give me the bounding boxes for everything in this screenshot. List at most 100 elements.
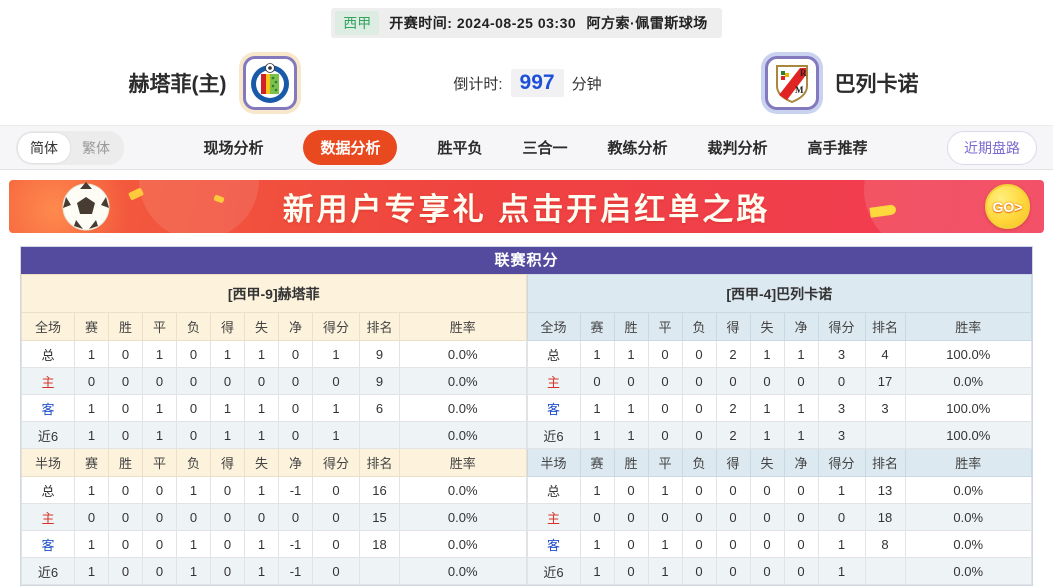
column-header: 得分 bbox=[817, 448, 866, 477]
stat-cell: 18 bbox=[864, 503, 906, 531]
column-header: 胜率 bbox=[904, 448, 1032, 477]
stat-cell: 0 bbox=[108, 367, 143, 395]
lang-option-1[interactable]: 简体 bbox=[18, 132, 70, 163]
column-header: 平 bbox=[647, 312, 683, 341]
section-label: 全场 bbox=[21, 312, 75, 341]
stat-cell: 1 bbox=[613, 394, 649, 422]
column-header: 得 bbox=[210, 312, 245, 341]
kickoff-label: 开赛时间: bbox=[389, 15, 453, 31]
column-header: 赛 bbox=[579, 312, 615, 341]
go-button-label: GO> bbox=[992, 198, 1023, 215]
column-header: 净 bbox=[278, 312, 313, 341]
stat-cell: 1 bbox=[579, 476, 615, 504]
stat-cell: 1 bbox=[783, 421, 819, 449]
stat-cell: 0 bbox=[681, 421, 717, 449]
nav-tab-1[interactable]: 现场分析 bbox=[203, 131, 263, 164]
row-label: 客 bbox=[526, 394, 581, 422]
match-header: 西甲 开赛时间: 2024-08-25 03:30 阿方索·佩雷斯球场 赫塔菲(… bbox=[0, 0, 1053, 125]
recent-trend-button[interactable]: 近期盘路 bbox=[947, 130, 1037, 165]
row-label: 近6 bbox=[21, 557, 75, 585]
stat-cell: 0 bbox=[783, 476, 819, 504]
column-header: 平 bbox=[142, 312, 177, 341]
stat-cell: 0 bbox=[278, 367, 313, 395]
stat-cell: 1 bbox=[749, 394, 785, 422]
stat-cell: 0 bbox=[681, 340, 717, 368]
stat-cell: 0 bbox=[176, 367, 211, 395]
stat-cell: 1 bbox=[647, 557, 683, 585]
venue: 阿方索·佩雷斯球场 bbox=[586, 15, 708, 31]
stat-cell: 0 bbox=[715, 530, 751, 558]
home-stats-table: [西甲-9]赫塔菲 全场赛胜平负得失净得分 排名 胜率总 1 0 1 0 1 1 0 1 9 0.0% 主 0… bbox=[21, 274, 527, 585]
stat-cell: 0 bbox=[817, 367, 866, 395]
stat-cell: 0 bbox=[783, 503, 819, 531]
column-header: 排名 bbox=[864, 448, 906, 477]
countdown-unit: 分钟 bbox=[571, 75, 602, 93]
svg-text:M: M bbox=[795, 85, 804, 95]
stat-cell: 0 bbox=[681, 476, 717, 504]
countdown: 倒计时: 997 分钟 bbox=[453, 69, 602, 97]
stat-cell: 1 bbox=[244, 557, 279, 585]
stat-cell: 0 bbox=[142, 476, 177, 504]
stat-cell: 0.0% bbox=[399, 421, 527, 449]
stat-cell: 0.0% bbox=[399, 557, 527, 585]
home-team-name: 赫塔菲(主) bbox=[128, 73, 227, 96]
stat-cell: 1 bbox=[244, 340, 279, 368]
column-header: 净 bbox=[783, 448, 819, 477]
nav-tab-2[interactable]: 数据分析 bbox=[303, 130, 398, 165]
kickoff-bar: 西甲 开赛时间: 2024-08-25 03:30 阿方索·佩雷斯球场 bbox=[331, 8, 722, 38]
stat-cell: 0 bbox=[647, 340, 683, 368]
stat-cell: 1 bbox=[74, 421, 109, 449]
nav-tab-5[interactable]: 教练分析 bbox=[608, 131, 668, 164]
column-header: 得分 bbox=[817, 312, 866, 341]
getafe-crest-icon bbox=[250, 63, 289, 103]
column-header: 平 bbox=[142, 448, 177, 477]
go-button[interactable]: GO> bbox=[985, 184, 1030, 229]
column-header: 平 bbox=[647, 448, 683, 477]
lang-option-2[interactable]: 繁体 bbox=[70, 133, 122, 163]
stat-cell: 0 bbox=[108, 340, 143, 368]
stat-cell: 0 bbox=[108, 530, 143, 558]
stat-cell: 0 bbox=[278, 394, 313, 422]
stat-cell: 0 bbox=[142, 503, 177, 531]
stat-cell: 1 bbox=[142, 340, 177, 368]
stat-cell: 0 bbox=[108, 503, 143, 531]
stat-cell: 1 bbox=[210, 394, 245, 422]
stat-cell: 0 bbox=[613, 476, 649, 504]
column-header: 净 bbox=[783, 312, 819, 341]
stat-cell: 0 bbox=[817, 503, 866, 531]
stat-cell bbox=[359, 557, 400, 585]
column-header: 赛 bbox=[74, 448, 109, 477]
column-header: 排名 bbox=[359, 448, 400, 477]
stat-cell: 100.0% bbox=[904, 340, 1032, 368]
column-header: 失 bbox=[749, 312, 785, 341]
league-badge: 西甲 bbox=[335, 11, 380, 35]
nav-tab-3[interactable]: 胜平负 bbox=[437, 131, 482, 164]
row-label: 客 bbox=[21, 394, 75, 422]
nav-tab-4[interactable]: 三合一 bbox=[522, 131, 567, 164]
stat-cell: 1 bbox=[817, 476, 866, 504]
stat-cell: 3 bbox=[817, 421, 866, 449]
stat-cell: 0 bbox=[74, 367, 109, 395]
promo-banner[interactable]: 新用户专享礼 点击开启红单之路 GO> bbox=[9, 180, 1044, 233]
stat-cell: 0.0% bbox=[904, 530, 1032, 558]
stat-cell: 16 bbox=[359, 476, 400, 504]
team-panel-header: [西甲-4]巴列卡诺 bbox=[526, 274, 1032, 313]
stat-cell: 1 bbox=[817, 530, 866, 558]
stat-cell: 0.0% bbox=[904, 367, 1032, 395]
nav-tab-7[interactable]: 高手推荐 bbox=[808, 131, 868, 164]
stat-cell: 0.0% bbox=[904, 557, 1032, 585]
stat-cell: 100.0% bbox=[904, 421, 1032, 449]
stat-cell: 2 bbox=[715, 340, 751, 368]
stat-cell: 0 bbox=[176, 421, 211, 449]
column-header: 得分 bbox=[312, 448, 360, 477]
stat-cell: 0 bbox=[210, 476, 245, 504]
stat-cell: 0 bbox=[210, 367, 245, 395]
stat-cell: 0 bbox=[278, 340, 313, 368]
stat-cell: 0 bbox=[312, 503, 360, 531]
stat-cell: 1 bbox=[817, 557, 866, 585]
stat-cell: -1 bbox=[278, 530, 313, 558]
stat-cell: 1 bbox=[579, 394, 615, 422]
stat-cell: 18 bbox=[359, 530, 400, 558]
nav-tab-6[interactable]: 裁判分析 bbox=[708, 131, 768, 164]
stat-cell: 2 bbox=[715, 421, 751, 449]
